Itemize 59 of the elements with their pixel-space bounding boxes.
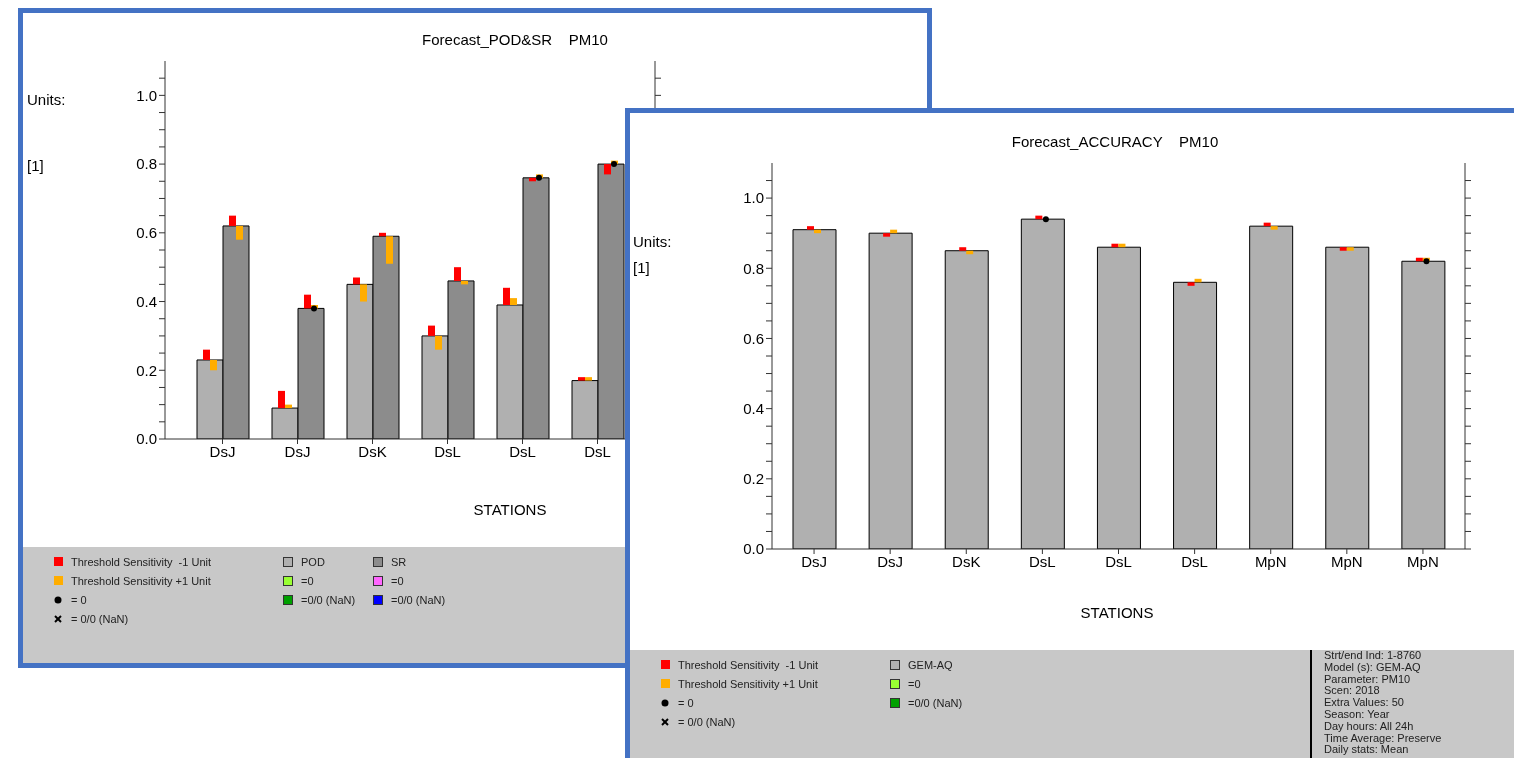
y-tick-label: 1.0 bbox=[743, 189, 764, 207]
text: Units: [1] bbox=[27, 91, 66, 174]
text: Parameter: PM10 bbox=[1324, 672, 1411, 686]
legend-label: = 0 bbox=[71, 593, 87, 606]
y-tick-label: 0.4 bbox=[136, 292, 157, 310]
legend-label: =0 bbox=[301, 574, 314, 587]
legend-label: Threshold Sensitivity -1 Unit bbox=[71, 555, 211, 568]
x-tick-label: DsJ bbox=[209, 442, 236, 460]
y-tick-label: 1.0 bbox=[136, 86, 157, 104]
legend-label: =0 bbox=[391, 574, 404, 587]
x-axis-title: STATIONS bbox=[1079, 604, 1155, 621]
y-tick-label: 0.6 bbox=[136, 224, 157, 242]
x-tick-label: DsL bbox=[509, 442, 536, 460]
y-tick-label: 0.6 bbox=[743, 329, 764, 347]
x-tick-label: DsJ bbox=[801, 552, 827, 570]
text: Time Average: Preserve bbox=[1324, 731, 1442, 745]
text: Season: Year bbox=[1324, 707, 1391, 721]
legend-label: = 0/0 (NaN) bbox=[71, 612, 129, 625]
y-tick-label: 0.2 bbox=[743, 470, 764, 488]
legend-label: Threshold Sensitivity +1 Unit bbox=[71, 574, 211, 587]
chart-title: Forecast_POD&SR PM10 bbox=[421, 31, 609, 48]
legend-label: =0/0 (NaN) bbox=[908, 696, 963, 709]
text: Day hours: All 24h bbox=[1324, 719, 1415, 733]
x-tick-label: DsJ bbox=[284, 442, 311, 460]
chart-title: Forecast_ACCURACY PM10 bbox=[1010, 133, 1220, 150]
x-tick-label: DsK bbox=[358, 442, 387, 460]
legend-label: = 0/0 (NaN) bbox=[678, 715, 736, 728]
legend-label: =0/0 (NaN) bbox=[391, 593, 446, 606]
y-axis-title: Units: [1] bbox=[633, 233, 672, 276]
x-tick-label: MpN bbox=[1254, 552, 1287, 570]
text: Extra Values: 50 bbox=[1324, 696, 1405, 709]
legend-label: = 0 bbox=[678, 696, 694, 709]
x-axis-title: STATIONS bbox=[472, 501, 548, 518]
x-tick-label: DsL bbox=[1105, 552, 1132, 570]
x-tick-label: DsJ bbox=[877, 552, 904, 570]
legend-label: =0/0 (NaN) bbox=[301, 593, 356, 606]
x-tick-label: DsL bbox=[1181, 552, 1208, 570]
text: Scen: 2018 bbox=[1324, 684, 1381, 698]
text: Daily stats: Mean bbox=[1324, 743, 1410, 757]
legend-label: Threshold Sensitivity -1 Unit bbox=[678, 658, 818, 671]
x-tick-label: DsL bbox=[1029, 552, 1056, 570]
y-tick-label: 0.2 bbox=[136, 361, 157, 379]
legend-label: POD bbox=[301, 555, 325, 568]
y-tick-label: 0.4 bbox=[743, 399, 764, 417]
y-tick-label: 0.0 bbox=[743, 540, 764, 558]
y-tick-label: 0.8 bbox=[136, 155, 157, 173]
x-tick-label: MpN bbox=[1331, 552, 1363, 570]
legend-label: SR bbox=[391, 555, 407, 568]
legend-label: GEM-AQ bbox=[908, 658, 953, 671]
x-tick-label: DsK bbox=[952, 552, 981, 570]
legend-label: =0 bbox=[908, 677, 921, 690]
legend-label: Threshold Sensitivity +1 Unit bbox=[678, 677, 818, 690]
text: Strt/end Ind: 1-8760 bbox=[1324, 649, 1423, 662]
x-tick-label: DsL bbox=[434, 442, 461, 460]
x-tick-label: DsL bbox=[584, 442, 611, 460]
y-tick-label: 0.0 bbox=[136, 430, 157, 448]
y-tick-label: 0.8 bbox=[743, 259, 764, 277]
text: Model (s): GEM-AQ bbox=[1324, 660, 1422, 674]
x-tick-label: MpN bbox=[1407, 552, 1439, 570]
